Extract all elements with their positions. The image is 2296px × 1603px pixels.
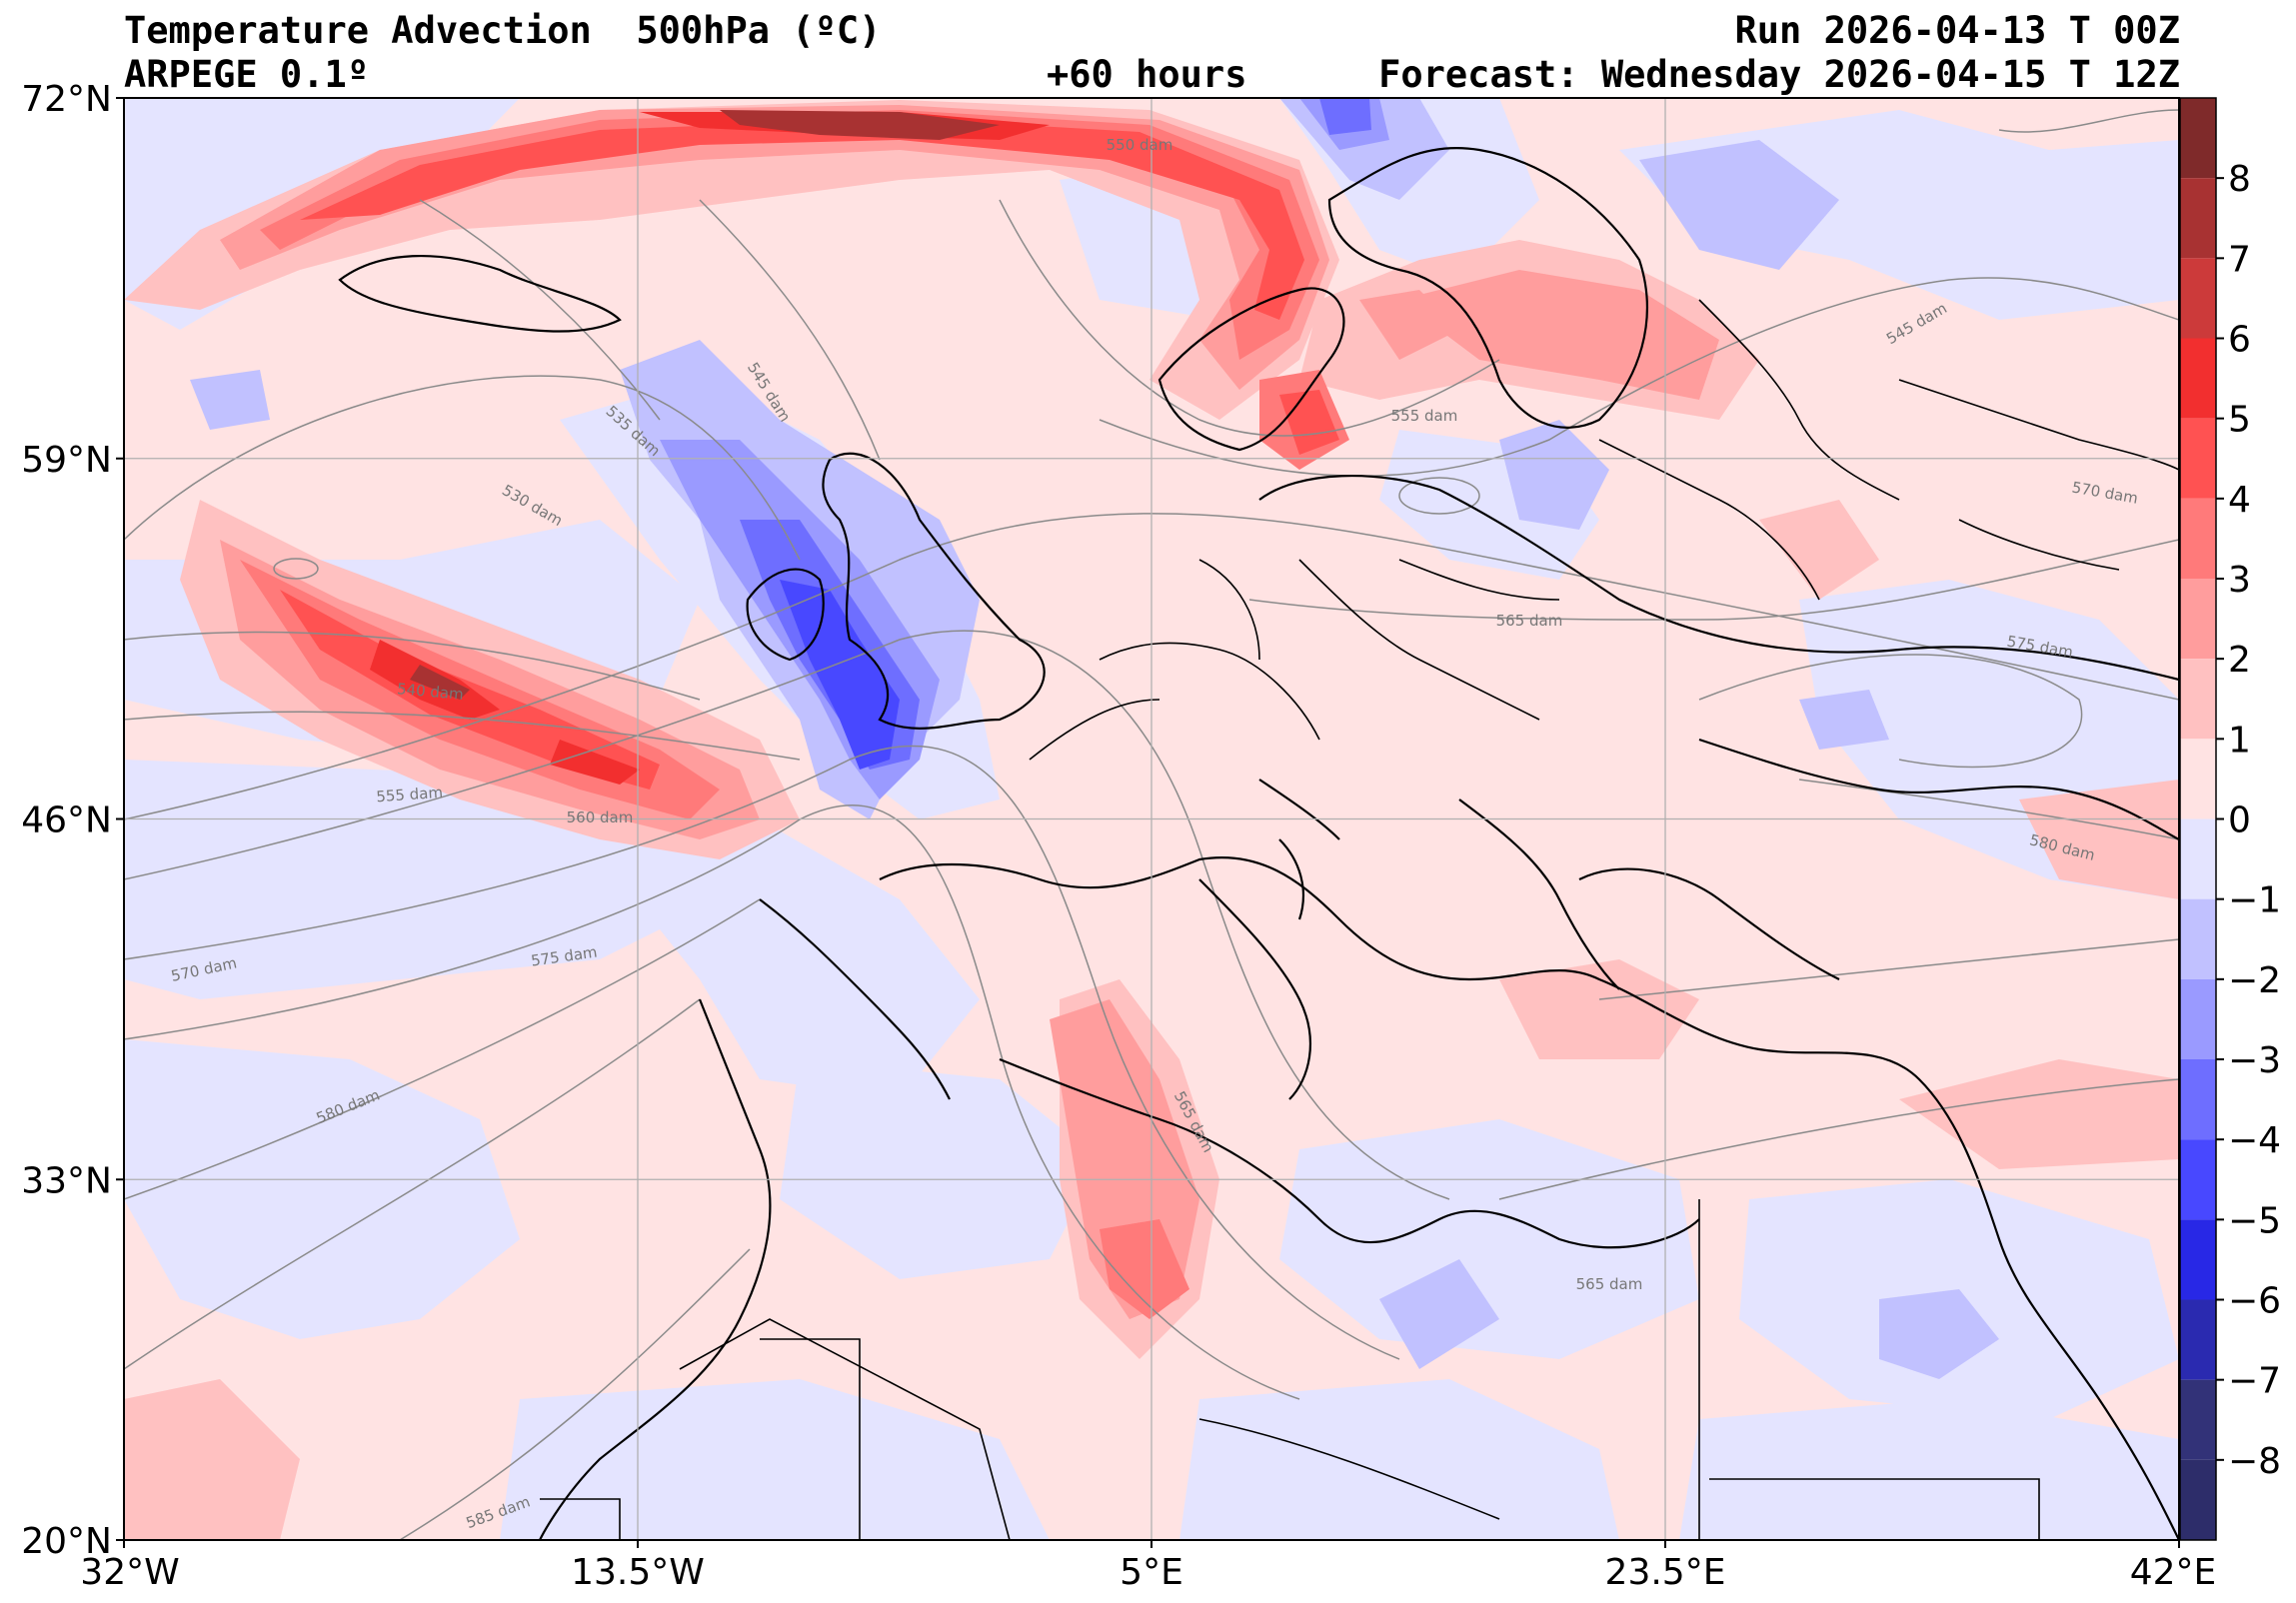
longitude-tick-label: 13.5°W xyxy=(571,1552,705,1593)
colorbar-band xyxy=(2180,579,2216,660)
isohypse-label: 550 dam xyxy=(1107,136,1173,154)
cold-advection-core xyxy=(780,580,900,770)
colorbar-band xyxy=(2180,1379,2216,1460)
colorbar-tick-label: −2 xyxy=(2228,960,2281,1001)
colorbar-tick-label: 4 xyxy=(2228,480,2251,521)
colorbar-tick-label: −7 xyxy=(2228,1361,2281,1402)
colorbar-band xyxy=(2180,1219,2216,1300)
colorbar-tick-label: 7 xyxy=(2228,239,2251,280)
colorbar-band xyxy=(2180,98,2216,179)
chart-title: Temperature Advection 500hPa (ºC) xyxy=(124,9,882,52)
warm-advection-peak xyxy=(410,110,1000,700)
colorbar-band xyxy=(2180,258,2216,339)
isohypse-label: 540 dam xyxy=(396,680,464,704)
longitude-axis: 32°W 13.5°W 5°E 23.5°E 42°E xyxy=(80,1540,2216,1593)
colorbar-tick-label: 2 xyxy=(2228,640,2251,681)
colorbar-band xyxy=(2180,818,2216,899)
colorbar-band xyxy=(2180,739,2216,819)
isohypse-label: 555 dam xyxy=(1391,407,1458,425)
run-time: Run 2026-04-13 T 00Z xyxy=(1734,9,2180,52)
colorbar-tick-label: −4 xyxy=(2228,1120,2281,1161)
latitude-tick-label: 33°N xyxy=(21,1160,112,1201)
colorbar-band xyxy=(2180,338,2216,419)
colorbar-tick-label: 0 xyxy=(2228,801,2251,841)
colorbar-tick-label: 5 xyxy=(2228,400,2251,441)
colorbar-band xyxy=(2180,498,2216,579)
colorbar-band xyxy=(2180,1299,2216,1380)
colorbar-tick-label: −6 xyxy=(2228,1281,2281,1322)
isohypse-label: 555 dam xyxy=(376,784,444,806)
advection-field xyxy=(124,98,2179,1540)
latitude-tick-label: 59°N xyxy=(21,440,112,481)
colorbar-tick-label: 1 xyxy=(2228,720,2251,761)
lead-time: +60 hours xyxy=(1047,53,1247,96)
isohypse-label: 565 dam xyxy=(1496,612,1563,630)
colorbar-tick-label: −8 xyxy=(2228,1441,2281,1482)
latitude-tick-label: 46°N xyxy=(21,801,112,841)
colorbar: 8 7 6 5 4 3 2 1 0 −1 −2 −3 −4 −5 −6 −7 −8 xyxy=(2179,97,2281,1541)
colorbar-tick-label: 8 xyxy=(2228,159,2251,200)
colorbar-tick-label: −3 xyxy=(2228,1040,2281,1081)
coastlines xyxy=(338,146,2179,1540)
colorbar-band xyxy=(2180,1059,2216,1140)
isohypse-label: 560 dam xyxy=(567,808,634,826)
latitude-axis: 72°N 59°N 46°N 33°N 20°N xyxy=(21,79,124,1562)
longitude-tick-label: 32°W xyxy=(80,1552,179,1593)
longitude-tick-label: 5°E xyxy=(1120,1552,1183,1593)
isohypse-label: 565 dam xyxy=(1576,1275,1643,1293)
longitude-tick-label: 42°E xyxy=(2130,1552,2217,1593)
isohypse-lines xyxy=(124,109,2179,1540)
colorbar-band xyxy=(2180,1459,2216,1540)
colorbar-band xyxy=(2180,978,2216,1059)
longitude-tick-label: 23.5°E xyxy=(1605,1552,1726,1593)
colorbar-band xyxy=(2180,1139,2216,1220)
country-borders xyxy=(540,299,2179,1540)
colorbar-band xyxy=(2180,659,2216,740)
colorbar-band xyxy=(2180,898,2216,979)
latitude-tick-label: 72°N xyxy=(21,79,112,120)
graticule xyxy=(124,98,2179,1540)
colorbar-tick-label: 3 xyxy=(2228,560,2251,601)
latitude-tick-label: 20°N xyxy=(21,1521,112,1562)
colorbar-tick-label: 6 xyxy=(2228,320,2251,361)
colorbar-band xyxy=(2180,178,2216,259)
colorbar-tick-label: −5 xyxy=(2228,1200,2281,1241)
forecast-time: Forecast: Wednesday 2026-04-15 T 12Z xyxy=(1378,53,2180,96)
model-name: ARPEGE 0.1º xyxy=(124,53,370,96)
colorbar-band xyxy=(2180,418,2216,499)
colorbar-tick-label: −1 xyxy=(2228,880,2281,921)
